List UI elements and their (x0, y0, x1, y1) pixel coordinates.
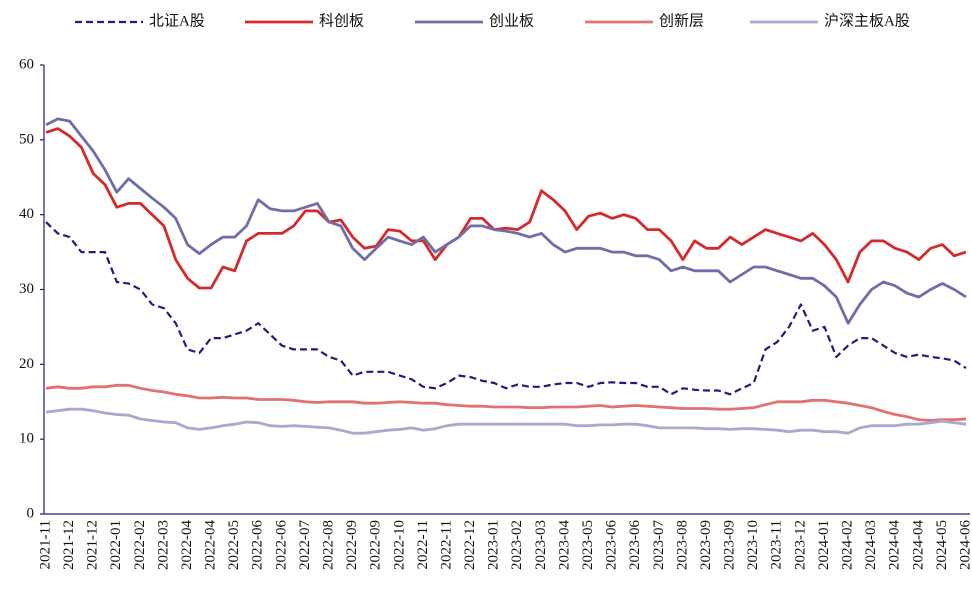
y-tick-label: 0 (27, 505, 35, 521)
x-tick-label: 2022-03 (155, 520, 171, 570)
x-tick-label: 2023-04 (556, 520, 572, 570)
x-tick-label: 2023-05 (580, 520, 596, 570)
x-tick-label: 2024-04 (887, 520, 903, 570)
legend-label: 创业板 (489, 11, 534, 29)
x-tick-label: 2024-05 (934, 520, 950, 570)
x-tick-label: 2023-06 (627, 520, 643, 570)
x-tick-label: 2022-06 (273, 520, 289, 570)
x-tick-label: 2023-06 (604, 520, 620, 570)
x-tick-label: 2023-12 (792, 520, 808, 570)
x-tick-label: 2021-12 (61, 520, 77, 570)
x-tick-label: 2021-12 (85, 520, 101, 570)
y-tick-label: 30 (19, 281, 34, 297)
x-tick-label: 2023-09 (698, 520, 714, 570)
x-tick-label: 2022-05 (226, 520, 242, 570)
x-tick-label: 2021-11 (37, 520, 53, 569)
x-tick-label: 2022-10 (391, 520, 407, 570)
legend-label: 科创板 (319, 11, 364, 29)
x-tick-label: 2023-01 (486, 520, 502, 570)
x-tick-label: 2023-08 (674, 520, 690, 570)
x-tick-label: 2024-02 (839, 520, 855, 570)
x-tick-label: 2022-09 (368, 520, 384, 570)
x-tick-label: 2022-08 (321, 520, 337, 570)
line-series (45, 127, 967, 290)
x-tick-label: 2022-11 (415, 520, 431, 569)
x-tick-label: 2023-02 (509, 520, 525, 570)
x-tick-label: 2022-09 (344, 520, 360, 570)
x-tick-label: 2022-01 (108, 520, 124, 570)
x-tick-label: 2022-11 (438, 520, 454, 569)
x-tick-label: 2024-01 (816, 520, 832, 570)
line-series (45, 407, 967, 435)
x-tick-label: 2022-06 (250, 520, 266, 570)
x-tick-label: 2024-04 (910, 520, 926, 570)
legend-label: 北证A股 (149, 12, 205, 29)
x-tick-label: 2022-07 (297, 520, 313, 570)
line-series (45, 383, 967, 422)
y-tick-label: 40 (19, 206, 34, 222)
legend-label: 创新层 (659, 12, 704, 29)
x-tick-label: 2022-04 (179, 520, 195, 570)
line-series (45, 221, 967, 396)
x-tick-label: 2022-12 (462, 520, 478, 570)
legend-label: 沪深主板A股 (824, 11, 910, 29)
x-tick-label: 2023-09 (722, 520, 738, 570)
x-tick-label: 2023-03 (533, 520, 549, 570)
x-tick-label: 2022-02 (132, 520, 148, 570)
x-tick-label: 2023-10 (745, 520, 761, 570)
y-tick-label: 60 (19, 56, 34, 72)
x-tick-label: 2024-06 (957, 520, 972, 570)
y-tick-label: 50 (19, 131, 34, 147)
x-tick-label: 2022-04 (203, 520, 219, 570)
x-tick-label: 2023-11 (769, 520, 785, 569)
y-tick-label: 10 (19, 431, 34, 447)
x-tick-label: 2024-03 (863, 520, 879, 570)
x-tick-label: 2023-07 (651, 520, 667, 570)
y-tick-label: 20 (19, 356, 34, 372)
line-series (45, 117, 967, 325)
